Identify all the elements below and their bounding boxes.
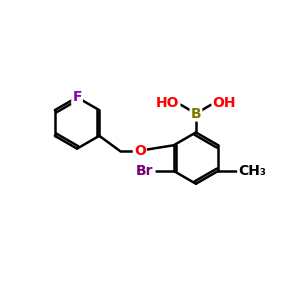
Text: F: F xyxy=(72,90,82,104)
Text: Br: Br xyxy=(136,164,153,178)
Text: O: O xyxy=(134,144,146,158)
Text: HO: HO xyxy=(156,96,179,110)
Text: OH: OH xyxy=(212,96,236,110)
Text: B: B xyxy=(190,106,201,121)
Text: CH₃: CH₃ xyxy=(238,164,266,178)
